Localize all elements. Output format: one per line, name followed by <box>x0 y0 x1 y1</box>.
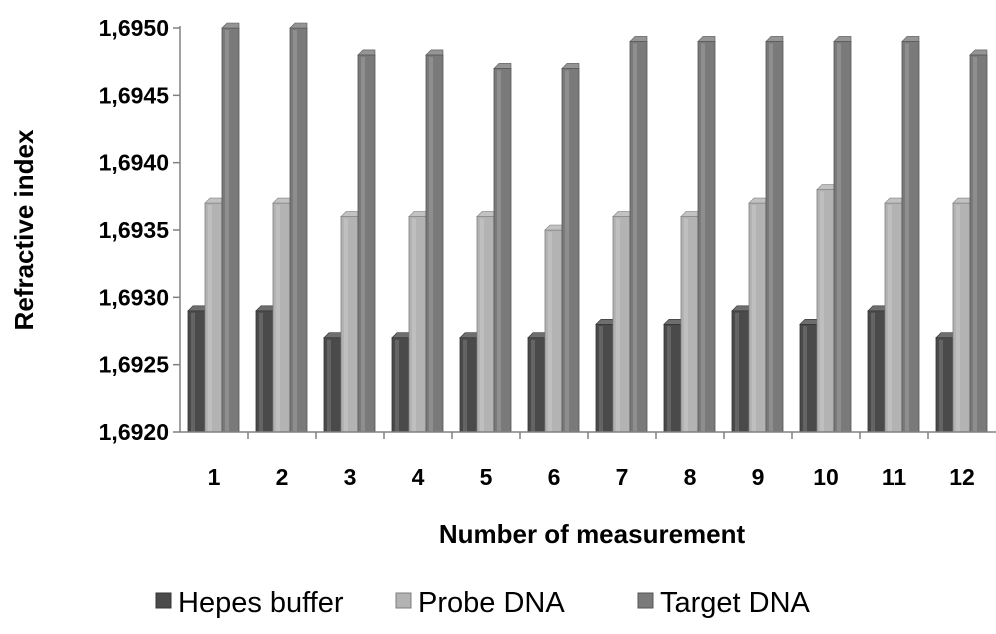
bar-probe-dna <box>476 211 495 433</box>
plot-area <box>187 22 988 433</box>
bar-probe-dna <box>816 184 835 433</box>
bar-target-dna <box>697 36 716 433</box>
bar-probe-dna <box>748 197 767 433</box>
bar-hepes-buffer <box>459 332 478 433</box>
y-tick-label: 1,6940 <box>99 150 169 176</box>
y-tick-label: 1,6920 <box>99 419 169 445</box>
bar-target-dna <box>289 22 308 433</box>
bar-hepes-buffer <box>867 305 886 433</box>
bar-target-dna <box>561 63 580 433</box>
legend-item-probe-dna: Probe DNA <box>395 587 565 619</box>
legend-label: Hepes buffer <box>178 587 344 619</box>
x-tick-label: 6 <box>548 464 561 490</box>
legend-swatch <box>155 592 172 609</box>
x-tick-label: 9 <box>752 464 765 490</box>
y-tick-label: 1,6935 <box>99 217 170 243</box>
bar-target-dna <box>357 49 376 433</box>
bar-target-dna <box>221 22 240 433</box>
bar-hepes-buffer <box>731 305 750 433</box>
bar-target-dna <box>901 36 920 433</box>
legend: Hepes buffer Probe DNA Target DNA <box>155 587 811 619</box>
bar-hepes-buffer <box>255 305 274 433</box>
legend-label: Probe DNA <box>418 587 565 619</box>
bar-target-dna <box>425 49 444 433</box>
bar-hepes-buffer <box>527 332 546 433</box>
bar-target-dna <box>833 36 852 433</box>
y-tick-label: 1,6930 <box>99 284 169 310</box>
bar-target-dna <box>765 36 784 433</box>
y-tick-label: 1,6950 <box>99 15 169 41</box>
legend-swatch <box>637 592 654 609</box>
x-tick-label: 11 <box>882 464 907 490</box>
bar-target-dna <box>629 36 648 433</box>
bar-probe-dna <box>612 211 631 433</box>
x-axis: 1 2 3 4 5 6 7 8 9 10 11 12 <box>180 431 996 490</box>
legend-item-hepes-buffer: Hepes buffer <box>155 587 344 619</box>
x-tick-label: 3 <box>344 464 357 490</box>
bar-hepes-buffer <box>799 318 818 433</box>
x-tick-label: 2 <box>276 464 289 490</box>
x-tick-label: 1 <box>208 464 221 490</box>
bar-probe-dna <box>952 197 971 433</box>
y-axis-title: Refractive index <box>9 129 39 330</box>
bar-hepes-buffer <box>187 305 206 433</box>
legend-swatch <box>395 592 412 609</box>
bar-probe-dna <box>544 224 563 433</box>
x-tick-label: 4 <box>412 464 425 490</box>
bar-hepes-buffer <box>323 332 342 433</box>
x-tick-label: 8 <box>684 464 697 490</box>
bar-probe-dna <box>884 197 903 433</box>
legend-item-target-dna: Target DNA <box>637 587 811 619</box>
x-tick-label: 10 <box>813 464 839 490</box>
x-tick-label: 7 <box>616 464 629 490</box>
y-axis: 1,6920 1,6925 1,6930 1,6935 1,6940 1,6945 1,69… <box>99 15 181 445</box>
bar-hepes-buffer <box>595 318 614 433</box>
bar-hepes-buffer <box>391 332 410 433</box>
bar-probe-dna <box>272 197 291 433</box>
bar-hepes-buffer <box>935 332 954 433</box>
x-tick-label: 12 <box>949 464 975 490</box>
x-axis-title: Number of measurement <box>439 519 746 549</box>
bar-probe-dna <box>340 211 359 433</box>
bar-probe-dna <box>408 211 427 433</box>
bar-probe-dna <box>204 197 223 433</box>
y-tick-label: 1,6945 <box>99 82 170 108</box>
legend-label: Target DNA <box>660 587 811 619</box>
bar-hepes-buffer <box>663 318 682 433</box>
bar-probe-dna <box>680 211 699 433</box>
bar-target-dna <box>969 49 988 433</box>
x-tick-label: 5 <box>480 464 493 490</box>
bar-target-dna <box>493 63 512 433</box>
y-tick-label: 1,6925 <box>99 352 170 378</box>
